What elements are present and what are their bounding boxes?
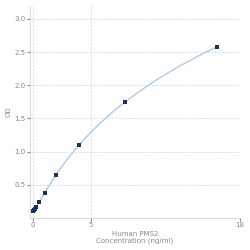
Point: [33, 207, 37, 211]
Point: [77, 143, 81, 147]
Point: [31, 209, 35, 213]
Point: [32, 208, 36, 212]
Point: [43, 191, 47, 195]
Point: [123, 100, 127, 104]
X-axis label: Human PMS2
Concentration (ng/ml): Human PMS2 Concentration (ng/ml): [96, 231, 174, 244]
Point: [54, 173, 58, 177]
Y-axis label: OD: OD: [6, 106, 12, 117]
Point: [37, 200, 41, 204]
Point: [34, 205, 38, 209]
Point: [215, 45, 219, 49]
